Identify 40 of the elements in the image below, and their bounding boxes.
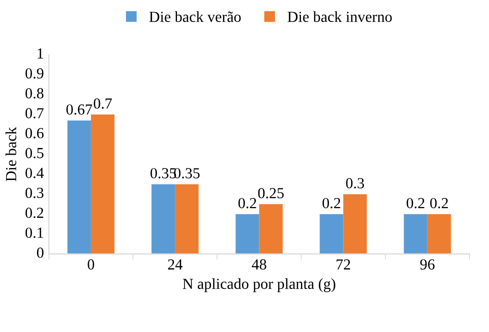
data-label: 0.2 bbox=[430, 198, 448, 208]
y-tick-label: 0.1 bbox=[26, 228, 44, 238]
y-tick-label: 0.3 bbox=[26, 188, 44, 198]
y-tick-label: 0.5 bbox=[26, 148, 44, 158]
data-label: 0.7 bbox=[94, 98, 112, 109]
x-tick-label: 96 bbox=[420, 259, 435, 270]
x-tick-label: 0 bbox=[88, 259, 94, 270]
y-tick-label: 0.6 bbox=[26, 128, 44, 138]
x-tick-label: 24 bbox=[168, 259, 182, 270]
bar bbox=[320, 214, 344, 254]
bar bbox=[404, 214, 428, 254]
bar bbox=[175, 184, 199, 254]
legend-label: Die back inverno bbox=[288, 11, 392, 22]
data-label: 0.35 bbox=[174, 168, 200, 178]
bar bbox=[152, 184, 176, 254]
data-label: 0.67 bbox=[66, 104, 92, 115]
y-tick-label: 0.4 bbox=[26, 168, 44, 178]
bar bbox=[90, 114, 115, 254]
y-tick-label: 0.2 bbox=[26, 208, 44, 218]
bar bbox=[343, 194, 367, 254]
legend-label: Die back verão bbox=[149, 11, 241, 22]
x-axis-title: N aplicado por planta (g) bbox=[182, 278, 336, 292]
bar bbox=[236, 214, 260, 254]
x-tick-label: 72 bbox=[336, 259, 350, 270]
y-tick-label: 1 bbox=[38, 48, 44, 58]
x-tick-label: 48 bbox=[252, 259, 266, 270]
data-label: 0.3 bbox=[346, 178, 364, 188]
bar bbox=[259, 204, 283, 254]
data-label: 0.2 bbox=[322, 198, 340, 208]
data-label: 0.2 bbox=[238, 198, 256, 208]
bar bbox=[427, 214, 451, 254]
y-tick-label: 0.8 bbox=[26, 88, 44, 99]
data-label: 0.35 bbox=[150, 168, 176, 178]
y-tick-label: 0 bbox=[36, 247, 44, 258]
bar bbox=[67, 120, 91, 254]
y-tick-label: 0.9 bbox=[26, 68, 44, 79]
y-axis-title: Die back bbox=[6, 127, 16, 182]
y-tick-label: 0.7 bbox=[26, 108, 44, 118]
data-label: 0.25 bbox=[258, 188, 284, 198]
data-label: 0.2 bbox=[406, 198, 424, 208]
